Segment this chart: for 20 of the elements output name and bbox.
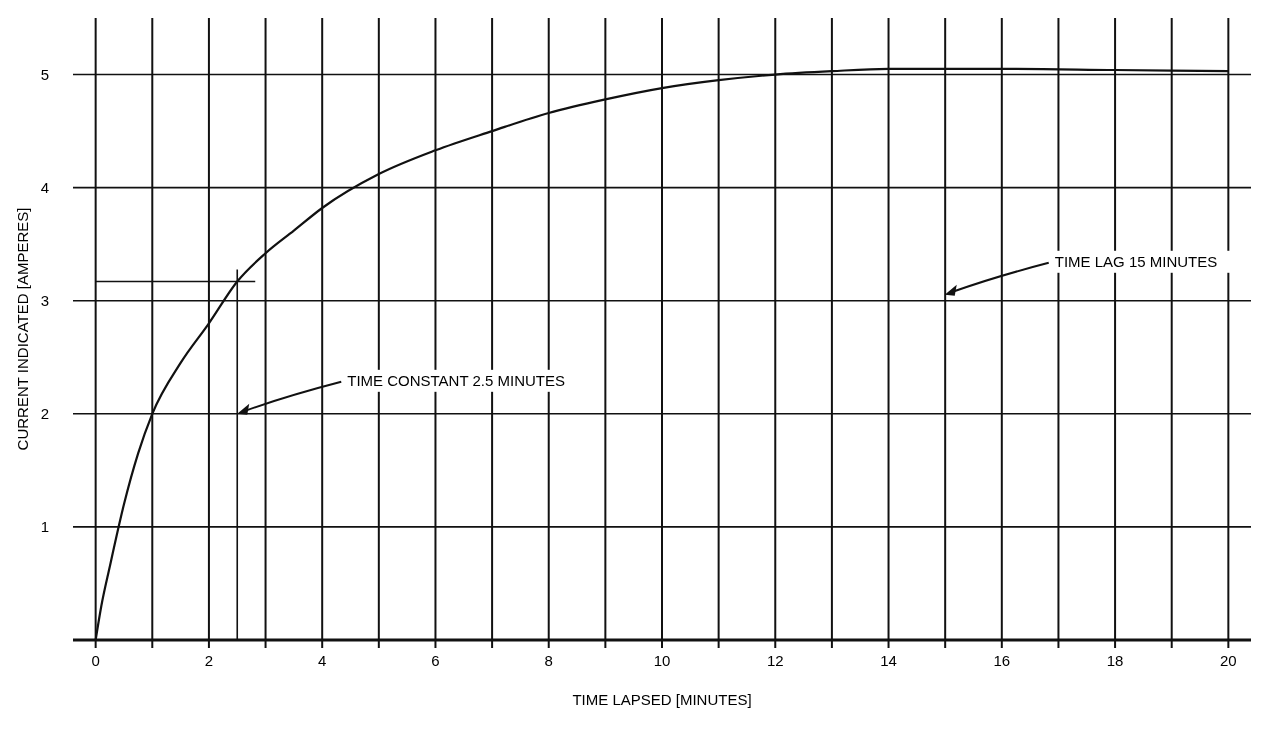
- x-tick-label: 4: [318, 652, 327, 669]
- x-tick-label: 12: [766, 652, 784, 669]
- x-axis-title: TIME LAPSED [MINUTES]: [572, 691, 752, 708]
- x-tick-label: 2: [204, 652, 214, 669]
- annotation: TIME CONSTANT 2.5 MINUTES: [347, 371, 566, 389]
- y-tick-label: 5: [40, 65, 50, 83]
- y-tick-label: 3: [40, 291, 50, 309]
- y-axis-title: CURRENT INDICATED [AMPERES]: [14, 207, 31, 451]
- x-tick-label: 10: [653, 652, 671, 669]
- x-tick-label: 6: [431, 652, 440, 669]
- x-tick-label: 14: [880, 652, 897, 669]
- x-tick-label: 0: [91, 652, 100, 669]
- y-tick-label: 4: [40, 178, 50, 196]
- y-tick-label: 1: [40, 517, 50, 535]
- x-tick-label: 16: [993, 652, 1011, 669]
- annotation: TIME LAG 15 MINUTES: [1054, 252, 1218, 270]
- x-tick-label: 8: [544, 652, 553, 669]
- y-tick-label: 2: [40, 404, 50, 422]
- x-tick-label: 18: [1106, 652, 1124, 669]
- x-tick-label: 20: [1220, 652, 1237, 669]
